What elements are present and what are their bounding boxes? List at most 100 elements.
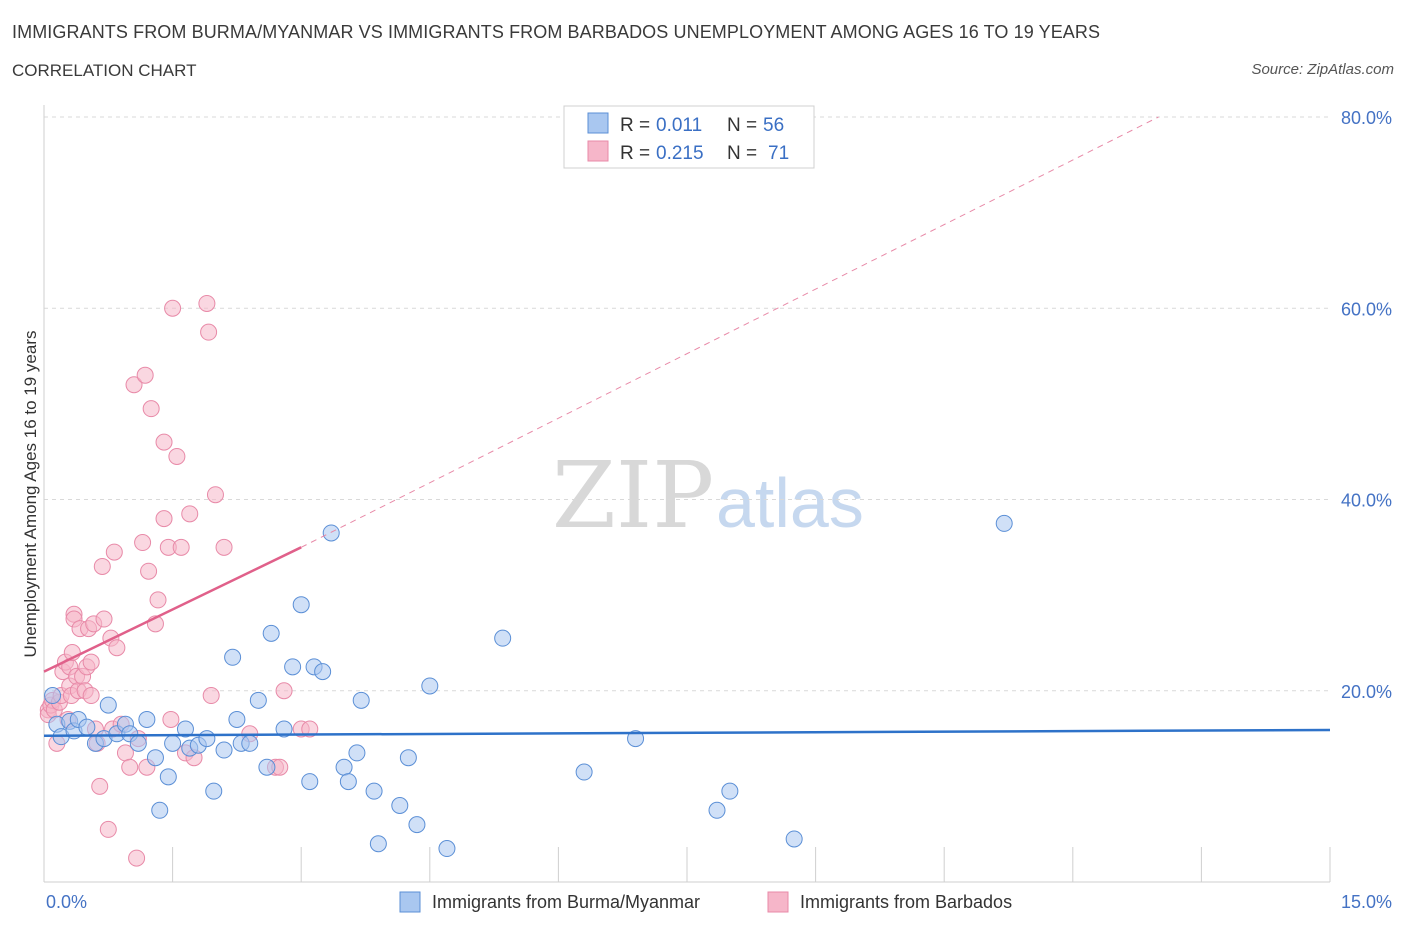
burma-point-49	[438, 840, 456, 858]
top-legend: R = 0.011 N = 56 R = 0.215 N = 71	[563, 105, 815, 169]
chart-subtitle: CORRELATION CHART	[12, 61, 197, 80]
barbados-point-29	[91, 777, 109, 795]
burma-point-31	[262, 624, 280, 642]
bottom-legend-label-burma: Immigrants from Burma/Myanmar	[432, 892, 700, 912]
burma-point-24	[215, 741, 233, 759]
barbados-points	[39, 294, 319, 867]
legend-r-value-burma: 0.011	[656, 115, 702, 136]
x-tick-label-max: 15.0%	[1341, 892, 1392, 912]
barbados-point-58	[181, 505, 199, 523]
bottom-legend-label-barbados: Immigrants from Barbados	[800, 892, 1012, 912]
barbados-point-54	[164, 299, 182, 317]
legend-n-label-burma: N =	[727, 115, 757, 136]
barbados-point-40	[125, 376, 143, 394]
burma-point-6	[78, 718, 96, 736]
burma-point-35	[301, 773, 319, 791]
burma-point-28	[241, 734, 259, 752]
burma-point-25	[224, 648, 242, 666]
burma-point-51	[575, 763, 593, 781]
barbados-point-46	[140, 562, 158, 580]
barbados-point-47	[142, 400, 160, 418]
burma-point-53	[708, 801, 726, 819]
y-tick-label-60: 60.0%	[1341, 299, 1392, 319]
burma-point-50	[494, 629, 512, 647]
burma-points	[44, 514, 1013, 858]
barbados-trend-extension	[300, 116, 1159, 548]
barbados-point-30	[93, 557, 111, 575]
burma-point-34	[292, 596, 310, 614]
burma-point-55	[785, 830, 803, 848]
source-credit: Source: ZipAtlas.com	[1251, 61, 1394, 78]
burma-point-47	[408, 816, 426, 834]
burma-point-42	[352, 691, 370, 709]
barbados-point-41	[128, 849, 146, 867]
barbados-point-68	[275, 682, 293, 700]
burma-point-26	[228, 710, 246, 728]
burma-point-33	[284, 658, 302, 676]
barbados-point-60	[198, 294, 216, 312]
burma-point-18	[164, 734, 182, 752]
burma-point-15	[146, 749, 164, 767]
barbados-point-53	[162, 710, 180, 728]
barbados-point-24	[82, 653, 100, 671]
bottom-legend: Immigrants from Burma/Myanmar Immigrants…	[399, 891, 1012, 913]
burma-point-38	[322, 524, 340, 542]
barbados-point-64	[215, 538, 233, 556]
burma-point-39	[335, 758, 353, 776]
barbados-point-61	[200, 323, 218, 341]
burma-point-29	[249, 691, 267, 709]
legend-n-value-burma: 56	[763, 115, 784, 136]
burma-point-16	[159, 768, 177, 786]
burma-trend-line	[43, 728, 1331, 737]
barbados-point-56	[172, 538, 190, 556]
tick-labels: 20.0% 40.0% 60.0% 80.0% 0.0% 15.0%	[46, 108, 1392, 912]
burma-point-45	[391, 797, 409, 814]
burma-point-22	[198, 730, 216, 748]
watermark-atlas: atlas	[716, 464, 864, 542]
y-tick-label-80: 80.0%	[1341, 108, 1392, 128]
burma-point-9	[99, 696, 117, 714]
burma-point-0	[44, 687, 62, 705]
axes	[43, 105, 1331, 883]
barbados-point-51	[155, 433, 173, 451]
bottom-legend-swatch-burma	[399, 891, 421, 913]
legend-r-label-barbados: R =	[620, 143, 650, 164]
gridlines	[44, 116, 1330, 692]
barbados-point-44	[136, 366, 154, 384]
burma-point-37	[314, 663, 332, 681]
burma-point-19	[176, 720, 194, 738]
barbados-point-32	[99, 820, 117, 838]
barbados-point-35	[105, 543, 123, 561]
barbados-point-43	[134, 534, 152, 552]
bottom-legend-swatch-barbados	[767, 891, 789, 913]
barbados-point-39	[121, 758, 139, 776]
burma-point-56	[995, 514, 1013, 532]
chart-title: IMMIGRANTS FROM BURMA/MYANMAR VS IMMIGRA…	[12, 22, 1101, 42]
trend-lines	[43, 116, 1331, 737]
burma-point-44	[369, 835, 387, 853]
barbados-point-36	[108, 639, 126, 657]
x-tick-label-min: 0.0%	[46, 892, 87, 912]
burma-point-43	[365, 782, 383, 800]
legend-n-value-barbados: 71	[768, 143, 789, 164]
legend-r-value-barbados: 0.215	[656, 143, 704, 164]
burma-point-54	[721, 782, 739, 800]
barbados-point-31	[95, 610, 113, 628]
burma-point-41	[348, 744, 366, 762]
watermark-zip: ZIP	[552, 442, 714, 549]
barbados-trend-line	[43, 546, 302, 673]
barbados-point-62	[202, 687, 220, 705]
burma-point-52	[627, 730, 645, 748]
barbados-point-63	[206, 486, 224, 504]
burma-point-17	[151, 801, 169, 819]
y-axis-title: Unemployment Among Ages 16 to 19 years	[21, 331, 40, 658]
legend-n-label-barbados: N =	[727, 143, 757, 164]
barbados-point-50	[155, 510, 173, 528]
burma-point-40	[339, 773, 357, 791]
y-tick-label-20: 20.0%	[1341, 682, 1392, 702]
burma-point-13	[129, 734, 147, 752]
burma-point-48	[421, 677, 439, 695]
y-tick-label-40: 40.0%	[1341, 491, 1392, 511]
burma-point-30	[258, 758, 276, 776]
